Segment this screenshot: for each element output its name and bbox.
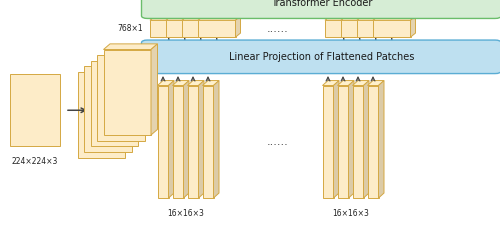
Polygon shape <box>378 16 384 37</box>
Polygon shape <box>338 81 354 86</box>
Polygon shape <box>322 81 339 86</box>
FancyBboxPatch shape <box>142 0 500 18</box>
Polygon shape <box>188 16 192 37</box>
Bar <box>90 61 138 146</box>
Polygon shape <box>182 16 224 20</box>
Text: 16×16×3: 16×16×3 <box>332 209 369 218</box>
Bar <box>202 86 213 198</box>
Text: 224×224×3: 224×224×3 <box>12 158 58 166</box>
Bar <box>352 86 364 198</box>
Polygon shape <box>150 16 192 20</box>
Bar <box>325 20 362 37</box>
Text: 16×16×3: 16×16×3 <box>167 209 204 218</box>
Bar <box>97 55 144 141</box>
Bar <box>104 50 151 135</box>
Polygon shape <box>151 44 158 135</box>
Bar <box>368 86 378 198</box>
Bar <box>341 20 378 37</box>
Bar <box>357 20 395 37</box>
Text: Transformer Encoder: Transformer Encoder <box>270 0 372 8</box>
Text: 768×1: 768×1 <box>117 24 142 33</box>
Bar <box>182 20 220 37</box>
Polygon shape <box>357 16 400 20</box>
Polygon shape <box>220 16 224 37</box>
Bar <box>322 86 334 198</box>
Bar <box>78 72 125 158</box>
Polygon shape <box>198 81 204 198</box>
Polygon shape <box>198 16 240 20</box>
Polygon shape <box>364 81 369 198</box>
Polygon shape <box>188 81 204 86</box>
Bar <box>150 20 188 37</box>
Polygon shape <box>341 16 384 20</box>
Polygon shape <box>368 81 384 86</box>
Polygon shape <box>348 81 354 198</box>
Bar <box>373 20 410 37</box>
Bar <box>10 74 60 146</box>
Polygon shape <box>236 16 240 37</box>
Bar <box>188 86 198 198</box>
Bar <box>84 66 132 152</box>
Text: ......: ...... <box>266 137 288 147</box>
Bar <box>166 20 203 37</box>
Polygon shape <box>352 81 369 86</box>
Polygon shape <box>104 44 158 50</box>
Text: ......: ...... <box>266 24 288 34</box>
Polygon shape <box>362 16 368 37</box>
Bar <box>198 20 235 37</box>
Polygon shape <box>184 81 189 198</box>
Polygon shape <box>172 81 189 86</box>
Polygon shape <box>158 81 174 86</box>
Polygon shape <box>325 16 368 20</box>
Polygon shape <box>410 16 416 37</box>
Polygon shape <box>214 81 219 198</box>
Polygon shape <box>168 81 174 198</box>
Bar <box>158 86 168 198</box>
Polygon shape <box>378 81 384 198</box>
Bar <box>172 86 184 198</box>
Polygon shape <box>166 16 208 20</box>
Polygon shape <box>373 16 416 20</box>
Polygon shape <box>334 81 339 198</box>
Polygon shape <box>394 16 400 37</box>
Polygon shape <box>204 16 208 37</box>
Polygon shape <box>202 81 219 86</box>
Text: Linear Projection of Flattened Patches: Linear Projection of Flattened Patches <box>228 52 414 62</box>
FancyBboxPatch shape <box>142 40 500 74</box>
Bar <box>338 86 348 198</box>
